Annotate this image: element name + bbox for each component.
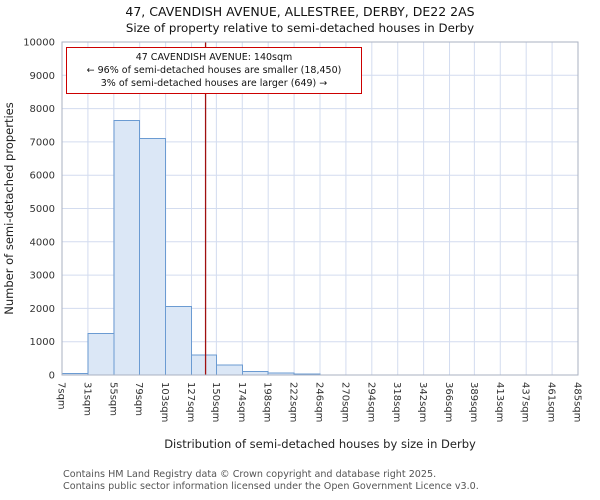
x-tick-label: 389sqm	[468, 382, 479, 422]
x-tick-label: 461sqm	[546, 382, 557, 422]
bar	[215, 364, 243, 376]
x-tick-label: 174sqm	[236, 382, 247, 422]
bar	[87, 332, 115, 376]
x-tick-label: 31sqm	[81, 382, 92, 416]
y-tick-label: 2000	[30, 304, 55, 315]
footer: Contains HM Land Registry data © Crown c…	[63, 469, 479, 492]
x-tick-label: 246sqm	[314, 382, 325, 422]
x-tick-label: 270sqm	[339, 382, 350, 422]
annotation-line-3: 3% of semi-detached houses are larger (6…	[100, 78, 328, 89]
x-tick-label: 318sqm	[391, 382, 402, 422]
y-tick-label: 1000	[30, 337, 55, 348]
y-tick-label: 9000	[30, 71, 55, 82]
y-tick-label: 0	[49, 371, 55, 382]
x-tick-label: 7sqm	[56, 382, 67, 410]
x-tick-label: 222sqm	[288, 382, 299, 422]
x-tick-label: 485sqm	[572, 382, 583, 422]
bar	[113, 119, 141, 376]
annotation-line-1: 47 CAVENDISH AVENUE: 140sqm	[135, 52, 293, 63]
y-axis-label: Number of semi-detached properties	[2, 102, 16, 314]
y-tick-label: 3000	[30, 271, 55, 282]
y-tick-label: 8000	[30, 104, 55, 115]
annotation-line-2: ← 96% of semi-detached houses are smalle…	[86, 65, 342, 76]
x-tick-label: 103sqm	[159, 382, 170, 422]
marker-annotation: 47 CAVENDISH AVENUE: 140sqm ← 96% of sem…	[66, 47, 362, 94]
x-tick-label: 437sqm	[520, 382, 531, 422]
x-tick-label: 198sqm	[262, 382, 273, 422]
y-tick-label: 10000	[23, 38, 55, 49]
bar	[165, 306, 193, 376]
chart-title: 47, CAVENDISH AVENUE, ALLESTREE, DERBY, …	[125, 4, 475, 19]
x-tick-label: 366sqm	[443, 382, 454, 422]
plot-border	[61, 41, 579, 376]
y-tick-label: 4000	[30, 237, 55, 248]
x-tick-label: 127sqm	[185, 382, 196, 422]
x-tick-label: 342sqm	[417, 382, 428, 422]
x-tick-label: 413sqm	[494, 382, 505, 422]
y-tick-label: 7000	[30, 137, 55, 148]
footer-line-2: Contains public sector information licen…	[63, 480, 479, 492]
y-tick-label: 6000	[30, 171, 55, 182]
chart-subtitle: Size of property relative to semi-detach…	[125, 21, 475, 35]
x-tick-label: 79sqm	[133, 382, 144, 416]
x-tick-label: 294sqm	[365, 382, 376, 422]
y-tick-label: 5000	[30, 204, 55, 215]
bar	[139, 138, 167, 376]
x-tick-label: 55sqm	[107, 382, 118, 416]
x-tick-label: 150sqm	[210, 382, 221, 422]
footer-line-1: Contains HM Land Registry data © Crown c…	[63, 469, 437, 480]
bar	[191, 354, 217, 376]
x-axis-label: Distribution of semi-detached houses by …	[164, 437, 476, 451]
